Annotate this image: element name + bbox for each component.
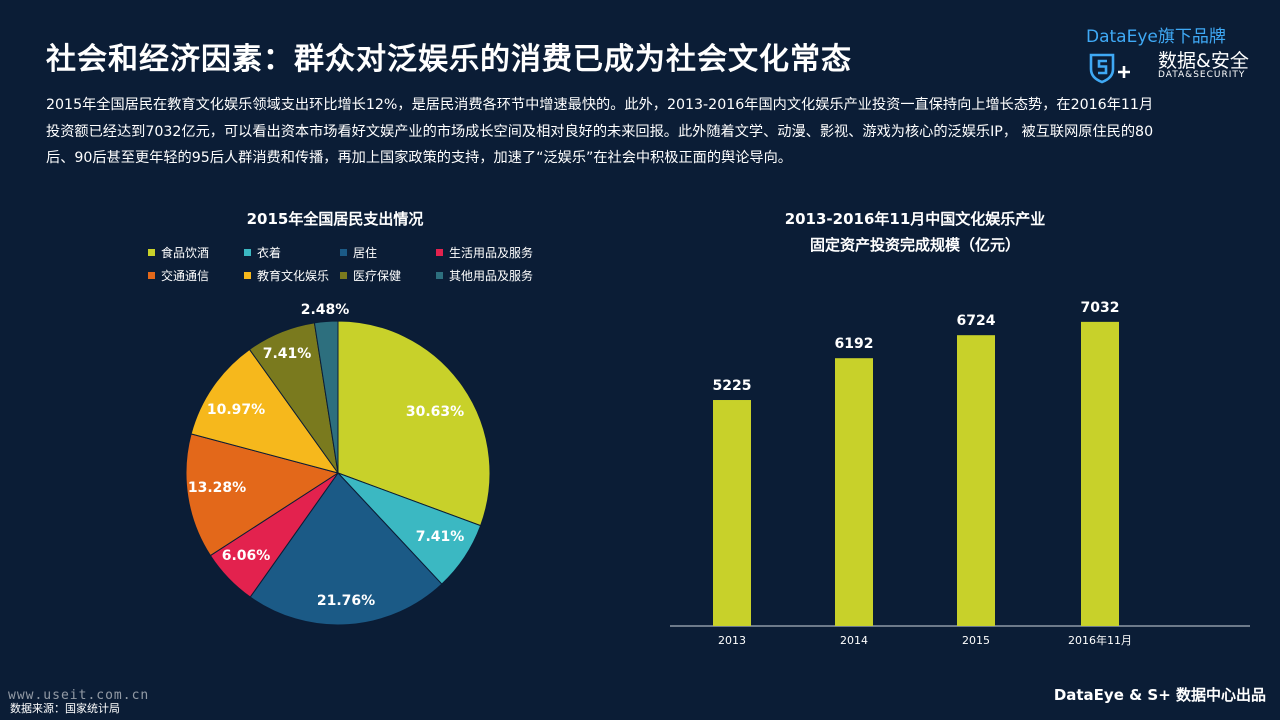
pie-legend-swatch <box>244 249 251 256</box>
bar <box>1081 322 1119 626</box>
pie-data-label: 13.28% <box>188 480 246 496</box>
pie-legend-swatch <box>244 272 251 279</box>
pie-legend-item: 教育文化娱乐 <box>244 267 340 284</box>
bar-category-label: 2013 <box>718 634 746 647</box>
intro-paragraph: 2015年全国居民在教育文化娱乐领域支出环比增长12%，是居民消费各环节中增速最… <box>46 92 1156 172</box>
pie-legend-item: 交通通信 <box>148 267 244 284</box>
pie-legend-swatch <box>148 249 155 256</box>
pie-legend: 食品饮酒 衣着 居住 生活用品及服务交通通信 教育文化娱乐 医疗保健 其他用品及服务 <box>148 244 548 284</box>
pie-legend-swatch <box>340 249 347 256</box>
bar-value-label: 7032 <box>1081 300 1120 316</box>
bar-category-label: 2016年11月 <box>1068 633 1132 647</box>
pie-data-label: 10.97% <box>207 402 265 418</box>
pie-legend-swatch <box>436 272 443 279</box>
pie-chart: 30.63% 7.41% 21.76% 6.06% 13.28% 10.97% 7.41% 2… <box>0 290 560 710</box>
pie-legend-swatch <box>148 272 155 279</box>
pie-data-label: 30.63% <box>406 404 464 420</box>
bar <box>957 335 995 626</box>
bar-value-label: 6724 <box>957 313 996 329</box>
pie-legend-label: 教育文化娱乐 <box>257 267 329 284</box>
bar-category-label: 2014 <box>840 634 868 647</box>
pie-legend-item: 居住 <box>340 244 436 261</box>
pie-data-label: 21.76% <box>317 593 375 609</box>
brand-tagline: DataEye旗下品牌 <box>1086 22 1226 47</box>
brand-name-cn: 数据&安全 <box>1158 46 1249 73</box>
pie-data-label: 6.06% <box>222 548 271 564</box>
pie-legend-label: 生活用品及服务 <box>449 244 533 261</box>
bar-category-label: 2015 <box>962 634 990 647</box>
pie-legend-item: 衣着 <box>244 244 340 261</box>
pie-legend-label: 居住 <box>353 244 377 261</box>
pie-legend-label: 食品饮酒 <box>161 244 209 261</box>
pie-data-label: 2.48% <box>301 302 350 318</box>
data-source: 数据来源：国家统计局 <box>10 700 120 716</box>
pie-legend-item: 其他用品及服务 <box>436 267 548 284</box>
pie-legend-item: 医疗保健 <box>340 267 436 284</box>
page-title: 社会和经济因素：群众对泛娱乐的消费已成为社会文化常态 <box>46 34 852 78</box>
bar-chart-title: 2013-2016年11月中国文化娱乐产业 固定资产投资完成规模（亿元） <box>730 206 1100 258</box>
pie-legend-item: 生活用品及服务 <box>436 244 548 261</box>
brand-name-en: DATA&SECURITY <box>1158 70 1245 80</box>
pie-legend-label: 交通通信 <box>161 267 209 284</box>
pie-data-label: 7.41% <box>263 346 312 362</box>
pie-legend-item: 食品饮酒 <box>148 244 244 261</box>
footer-credit: DataEye & S+ 数据中心出品 <box>1054 684 1266 705</box>
pie-legend-label: 医疗保健 <box>353 267 401 284</box>
pie-chart-title: 2015年全国居民支出情况 <box>160 206 510 232</box>
bar-value-label: 5225 <box>713 378 752 394</box>
brand-tagline-latin: DataEye <box>1086 27 1158 47</box>
pie-legend-swatch <box>340 272 347 279</box>
pie-legend-swatch <box>436 249 443 256</box>
bar-chart-title-line1: 2013-2016年11月中国文化娱乐产业 <box>730 206 1100 232</box>
brand-block: DataEye旗下品牌 数据&安全 DATA&SECURITY <box>1086 22 1266 88</box>
shield-logo-icon <box>1088 52 1136 84</box>
pie-data-label: 7.41% <box>416 529 465 545</box>
bar-chart: 5225 2013 6192 2014 6724 2015 7032 2016年11月 <box>650 280 1270 700</box>
bar <box>713 400 751 626</box>
pie-legend-label: 衣着 <box>257 244 281 261</box>
bar-value-label: 6192 <box>835 336 874 352</box>
pie-legend-label: 其他用品及服务 <box>449 267 533 284</box>
brand-tagline-cn: 旗下品牌 <box>1158 27 1226 47</box>
bar-chart-subtitle: 固定资产投资完成规模（亿元） <box>730 232 1100 258</box>
bar <box>835 358 873 626</box>
